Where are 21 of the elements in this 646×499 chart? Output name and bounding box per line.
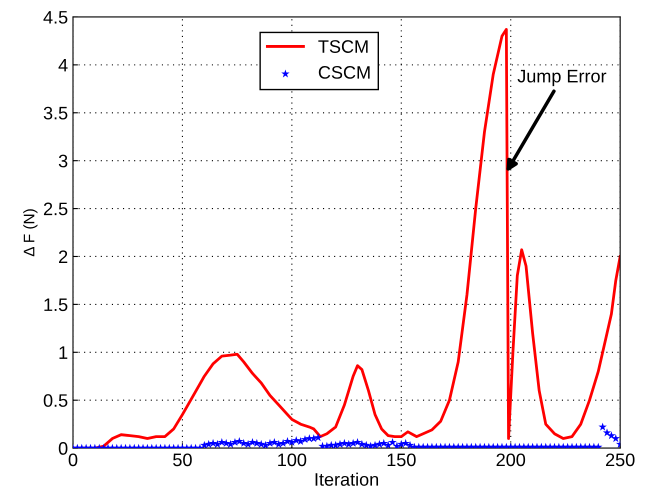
- annotation: Jump Error: [518, 70, 606, 86]
- x-tick-label: 200: [496, 453, 526, 466]
- x-tick-label: 100: [278, 453, 306, 466]
- x-tick-label: 0: [68, 453, 78, 466]
- y-tick-label: 1: [59, 346, 68, 359]
- y-tick-label: 0: [58, 442, 68, 455]
- y-tick-label: 0.5: [44, 394, 68, 407]
- y-tick-label: 2: [59, 250, 68, 264]
- y-tick-label: 3: [58, 154, 68, 168]
- y-tick-label: 3.5: [44, 106, 68, 120]
- x-axis-title: Iteration: [316, 472, 378, 486]
- x-tick-label: 150: [388, 453, 416, 466]
- x-tick-label: 50: [173, 453, 192, 466]
- y-tick-label: 4: [58, 58, 68, 72]
- y-tick-label: 2.5: [44, 202, 68, 216]
- legend-label: TSCM: [318, 40, 368, 53]
- legend-label: CSCM: [318, 66, 370, 79]
- y-tick-label: 4.5: [43, 11, 68, 24]
- x-tick-label: 250: [606, 453, 635, 466]
- y-axis-title: Δ F (N): [23, 209, 38, 256]
- y-tick-label: 1.5: [44, 298, 68, 312]
